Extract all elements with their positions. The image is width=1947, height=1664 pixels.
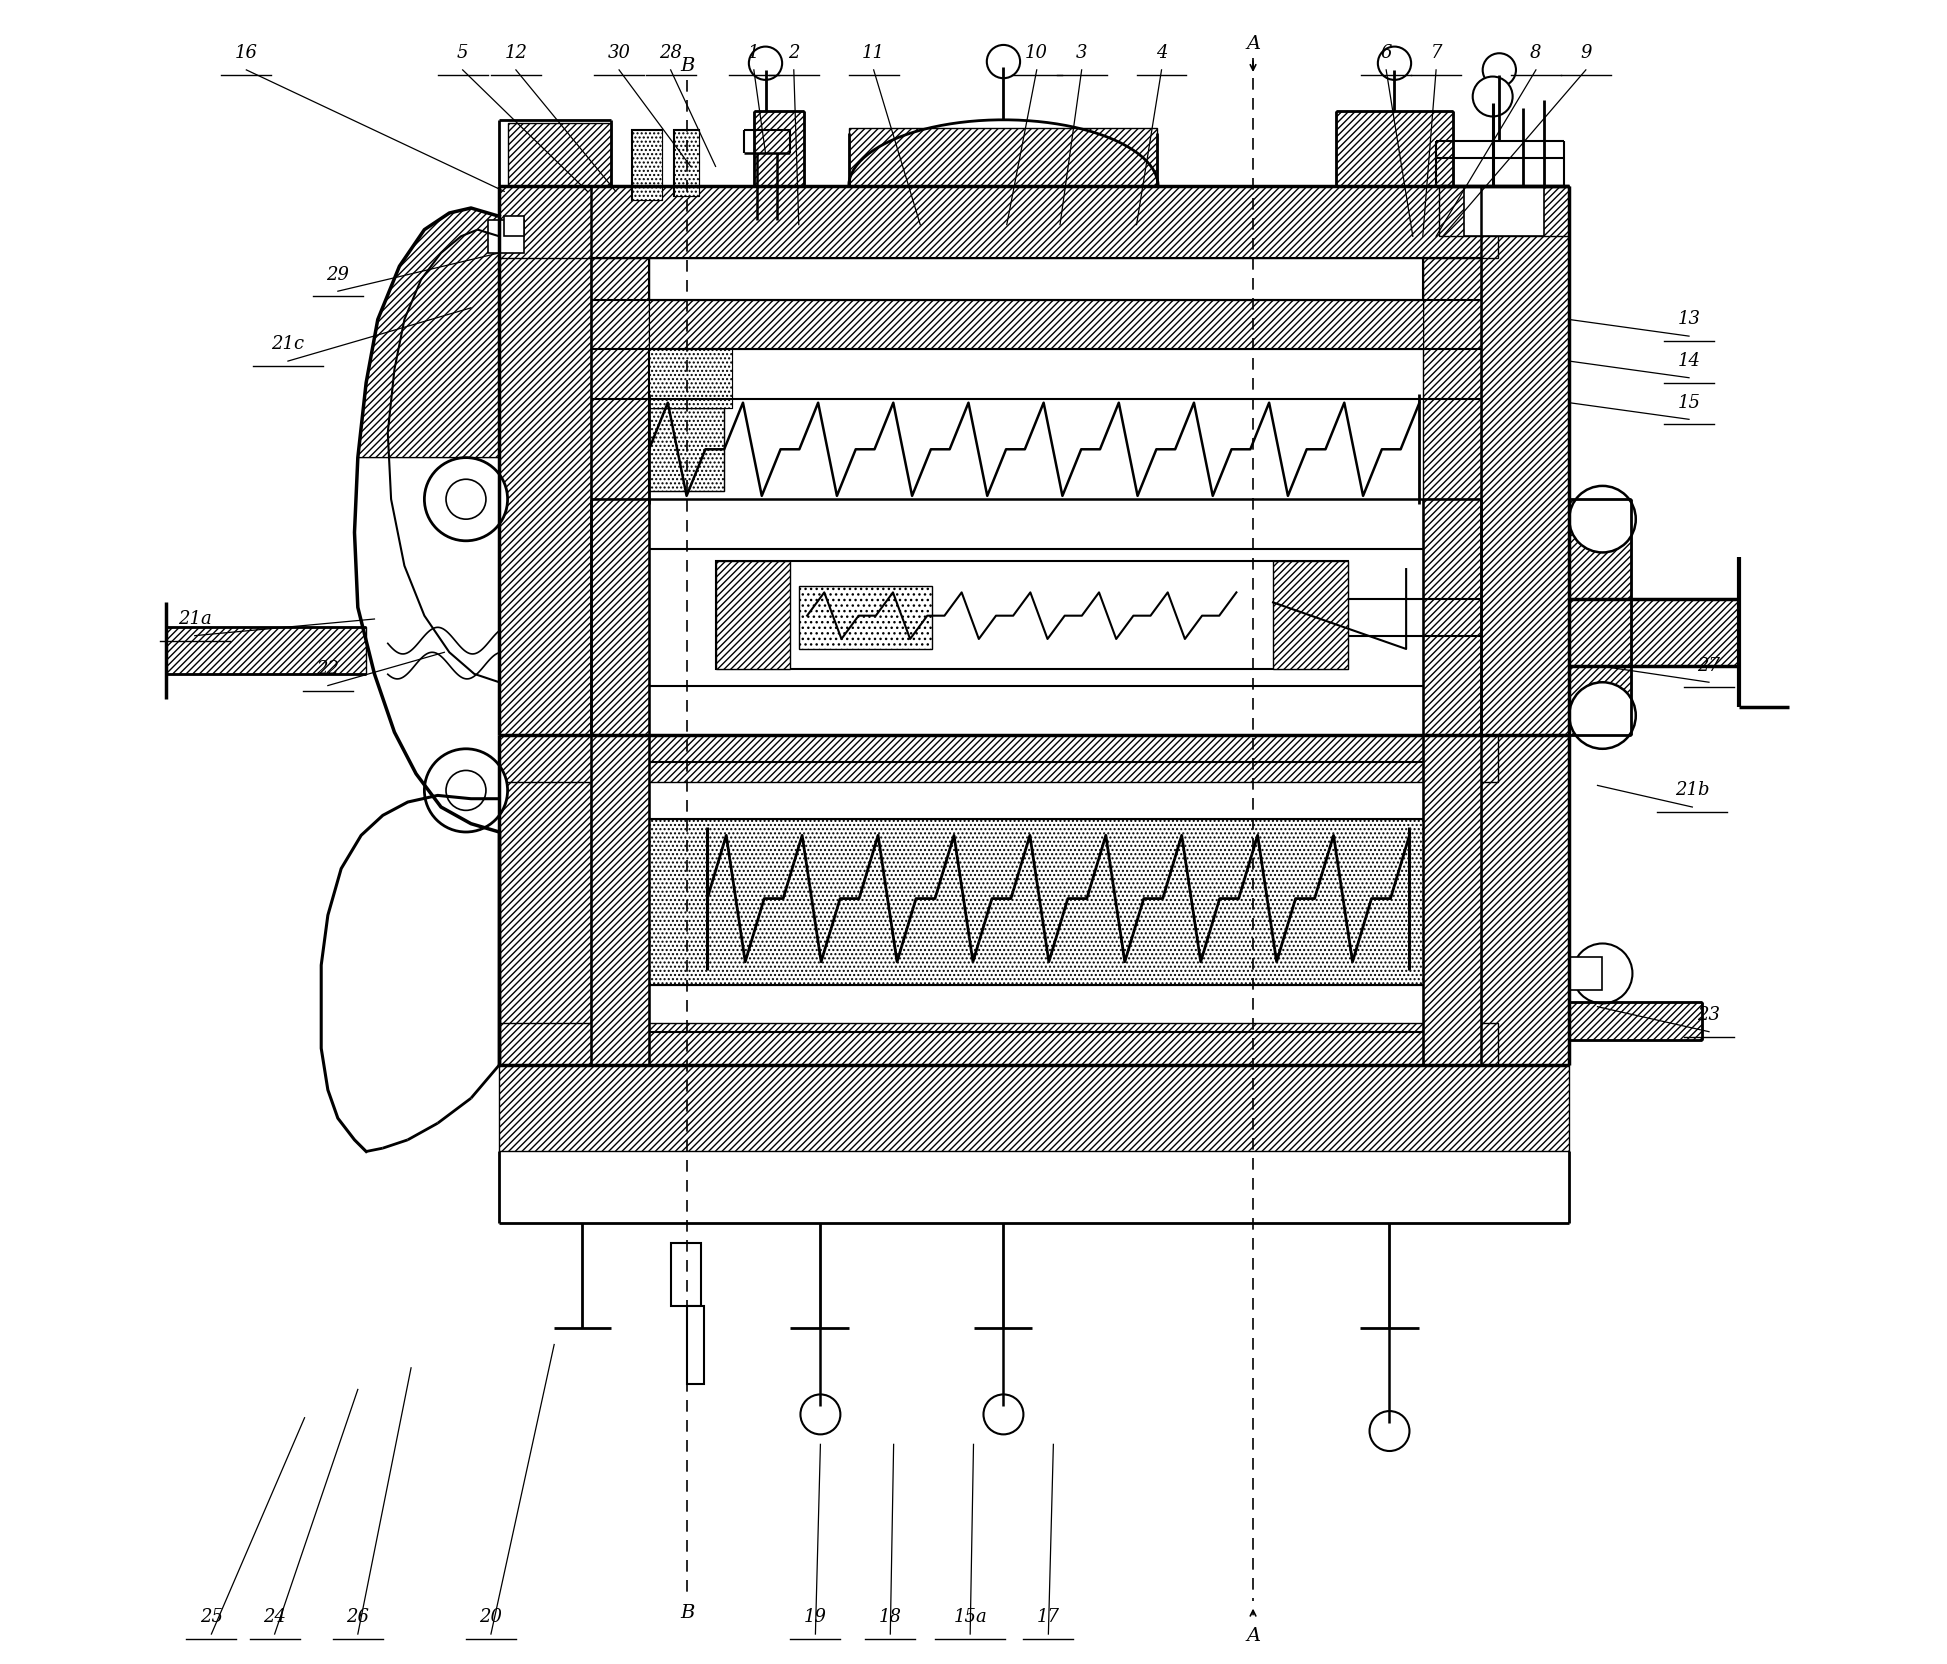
Circle shape: [983, 1394, 1024, 1434]
Bar: [1464, 186, 1544, 236]
Text: 29: 29: [327, 266, 349, 283]
Bar: [487, 220, 524, 253]
Bar: [648, 300, 1423, 349]
Bar: [165, 627, 366, 674]
Bar: [1439, 186, 1569, 236]
Text: 4: 4: [1157, 45, 1168, 62]
Circle shape: [1369, 1411, 1410, 1451]
Text: 8: 8: [1530, 45, 1542, 62]
Text: 28: 28: [660, 45, 681, 62]
Bar: [1336, 111, 1452, 186]
Bar: [648, 349, 732, 408]
Text: 1: 1: [748, 45, 759, 62]
Bar: [753, 111, 804, 186]
Bar: [633, 130, 662, 200]
Bar: [633, 130, 662, 200]
Text: 12: 12: [504, 45, 528, 62]
Bar: [648, 819, 1423, 985]
Bar: [498, 1065, 1569, 1151]
Text: 17: 17: [1038, 1609, 1059, 1626]
Text: 7: 7: [1431, 45, 1443, 62]
Text: 21b: 21b: [1674, 782, 1709, 799]
Text: 18: 18: [878, 1609, 901, 1626]
Text: 5: 5: [458, 45, 469, 62]
Text: 15: 15: [1678, 394, 1700, 411]
Text: 14: 14: [1678, 353, 1700, 369]
Text: B: B: [680, 1604, 695, 1622]
Text: 22: 22: [315, 661, 339, 677]
Bar: [674, 130, 699, 196]
Circle shape: [1569, 486, 1635, 552]
Circle shape: [987, 45, 1020, 78]
Text: 27: 27: [1698, 657, 1721, 674]
Circle shape: [424, 749, 508, 832]
Bar: [648, 408, 724, 491]
Bar: [498, 186, 590, 735]
Text: 2: 2: [789, 45, 800, 62]
Text: 15a: 15a: [954, 1609, 987, 1626]
Bar: [1569, 599, 1739, 666]
Bar: [498, 735, 590, 1065]
Text: 16: 16: [236, 45, 257, 62]
Text: 10: 10: [1026, 45, 1047, 62]
Bar: [648, 349, 732, 408]
Text: 24: 24: [263, 1609, 286, 1626]
Bar: [1569, 957, 1602, 990]
Text: 19: 19: [804, 1609, 827, 1626]
Bar: [590, 258, 648, 499]
Bar: [1569, 1002, 1702, 1040]
Text: 6: 6: [1380, 45, 1392, 62]
Text: A: A: [1246, 35, 1260, 53]
Text: 25: 25: [201, 1609, 222, 1626]
Text: 9: 9: [1581, 45, 1591, 62]
Bar: [508, 123, 611, 186]
Bar: [498, 186, 1497, 258]
Bar: [716, 561, 790, 669]
Circle shape: [1378, 47, 1412, 80]
Bar: [498, 1023, 1497, 1065]
Text: 3: 3: [1077, 45, 1088, 62]
Text: 11: 11: [863, 45, 886, 62]
Circle shape: [1569, 682, 1635, 749]
Bar: [1569, 499, 1632, 735]
Bar: [674, 130, 699, 196]
Text: 30: 30: [607, 45, 631, 62]
Bar: [1482, 186, 1569, 735]
Circle shape: [446, 770, 487, 810]
Circle shape: [446, 479, 487, 519]
Bar: [1273, 561, 1347, 669]
Text: 21a: 21a: [177, 611, 212, 627]
Text: 26: 26: [347, 1609, 370, 1626]
Bar: [716, 561, 1347, 669]
Bar: [1482, 735, 1569, 1065]
Bar: [798, 586, 933, 649]
Bar: [1423, 735, 1482, 1065]
Text: A: A: [1246, 1627, 1260, 1646]
Bar: [498, 735, 1497, 782]
Circle shape: [424, 458, 508, 541]
Bar: [504, 216, 524, 236]
Text: B: B: [680, 57, 695, 75]
Text: 13: 13: [1678, 311, 1700, 328]
Bar: [648, 408, 724, 491]
Bar: [687, 1306, 705, 1384]
Text: 21c: 21c: [271, 336, 304, 353]
Text: 20: 20: [479, 1609, 502, 1626]
Circle shape: [800, 1394, 841, 1434]
Bar: [849, 128, 1157, 186]
Bar: [1423, 258, 1482, 499]
Circle shape: [1573, 943, 1632, 1003]
Bar: [670, 1243, 701, 1306]
Text: 23: 23: [1698, 1007, 1721, 1023]
Circle shape: [750, 47, 783, 80]
Circle shape: [1472, 77, 1513, 116]
Circle shape: [1484, 53, 1517, 87]
Bar: [590, 499, 648, 735]
Bar: [1423, 499, 1482, 735]
Bar: [590, 735, 648, 1065]
